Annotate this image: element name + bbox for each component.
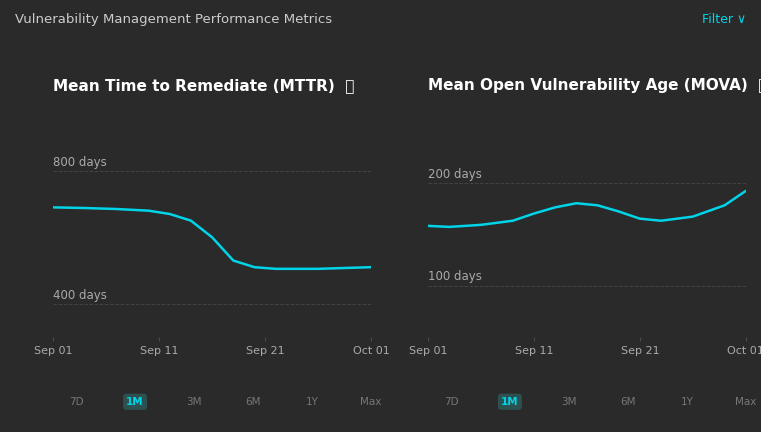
Text: Max: Max [735,397,756,407]
Text: Vulnerability Management Performance Metrics: Vulnerability Management Performance Met… [15,13,333,26]
Text: 6M: 6M [245,397,261,407]
Text: 200 days: 200 days [428,168,482,181]
Text: 7D: 7D [68,397,84,407]
Text: 7D: 7D [444,397,458,407]
Text: Filter ∨: Filter ∨ [702,13,746,26]
Text: Mean Time to Remediate (MTTR)  ⓘ: Mean Time to Remediate (MTTR) ⓘ [53,78,355,93]
Text: 1M: 1M [501,397,519,407]
Text: 6M: 6M [620,397,635,407]
Text: Mean Open Vulnerability Age (MOVA)  ⓘ: Mean Open Vulnerability Age (MOVA) ⓘ [428,78,761,93]
Text: Max: Max [360,397,381,407]
Text: 100 days: 100 days [428,270,482,283]
Text: 400 days: 400 days [53,289,107,302]
Text: 1Y: 1Y [305,397,318,407]
Text: 800 days: 800 days [53,156,107,168]
Text: 1M: 1M [126,397,144,407]
Text: 1Y: 1Y [680,397,693,407]
Text: 3M: 3M [561,397,577,407]
Text: 3M: 3M [186,397,202,407]
